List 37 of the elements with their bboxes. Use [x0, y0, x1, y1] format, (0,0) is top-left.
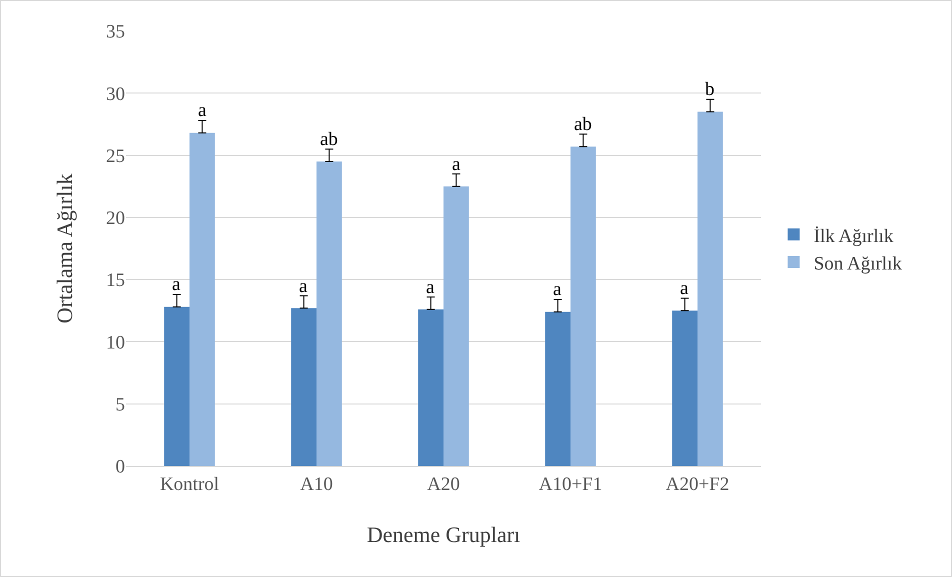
annotation: a — [452, 154, 461, 175]
bar — [698, 112, 723, 466]
bar — [291, 308, 316, 466]
annotation: a — [553, 279, 562, 300]
bar — [672, 310, 698, 466]
y-tick-label: 15 — [106, 270, 125, 292]
annotation: a — [172, 274, 181, 295]
bar — [418, 309, 444, 466]
bar — [164, 306, 190, 466]
y-tick-label: 10 — [106, 332, 125, 354]
y-tick-label: 30 — [106, 84, 125, 105]
annotation: a — [426, 277, 435, 298]
x-tick-label: A10+F1 — [538, 474, 602, 495]
annotation: a — [680, 278, 689, 299]
y-tick-label: 35 — [106, 22, 125, 43]
y-tick-label: 20 — [106, 208, 125, 230]
x-tick-label: A20+F2 — [666, 474, 730, 495]
x-axis-title: Deneme Grupları — [366, 522, 520, 547]
annotation: b — [705, 79, 714, 100]
bar — [444, 186, 469, 466]
y-axis-title: Ortalama Ağırlık — [52, 174, 77, 324]
x-tick-label: A20 — [427, 474, 460, 495]
y-tick-label: 25 — [106, 146, 125, 167]
bar — [190, 132, 215, 466]
bar — [545, 312, 570, 466]
annotation: a — [299, 276, 308, 297]
bar — [570, 146, 596, 466]
y-tick-label: 0 — [116, 456, 125, 478]
legend-label: İlk Ağırlık — [814, 226, 894, 247]
annotation: a — [198, 100, 207, 121]
x-tick-label: A10 — [300, 474, 333, 495]
annotation: ab — [574, 114, 592, 135]
legend-label: Son Ağırlık — [814, 253, 902, 274]
annotation: ab — [320, 129, 338, 150]
y-tick-label: 5 — [116, 394, 125, 416]
bar — [316, 162, 342, 466]
x-tick-label: Kontrol — [160, 474, 220, 495]
